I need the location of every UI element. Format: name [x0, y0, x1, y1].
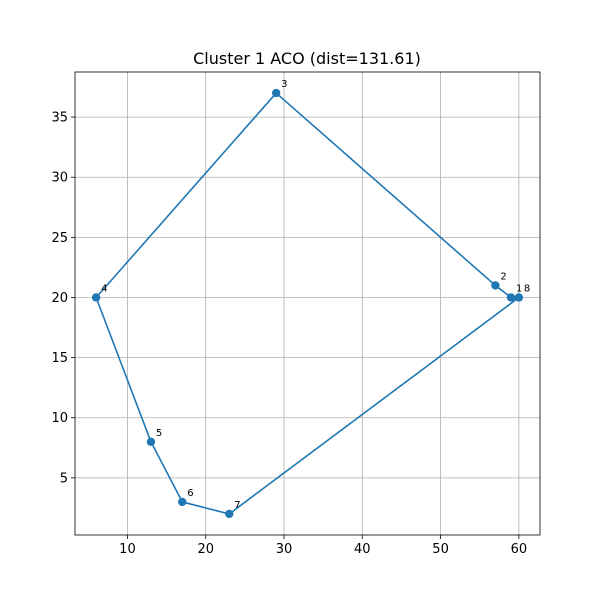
- route-lines: [95, 92, 520, 515]
- route-segment: [95, 92, 277, 299]
- point-labels: 12 3 4 5 6 7 8: [101, 79, 530, 511]
- point-marker: [506, 293, 516, 302]
- point-marker: [271, 88, 281, 98]
- x-tick-label: 50: [432, 542, 449, 557]
- point-marker: [178, 497, 187, 507]
- x-tick-label: 20: [197, 542, 214, 557]
- y-tick-label: 30: [51, 171, 68, 186]
- plot-frame: [74, 71, 541, 536]
- point-label: 1: [516, 283, 522, 294]
- point-marker: [491, 281, 500, 290]
- points: [91, 88, 524, 519]
- point-label: 5: [156, 428, 162, 439]
- point-label: 6: [187, 488, 193, 499]
- x-tick-label: 10: [119, 542, 136, 557]
- x-tick-label: 60: [511, 542, 528, 557]
- grid: [75, 72, 540, 535]
- y-tick-label: 35: [51, 111, 68, 126]
- chart-title: Cluster 1 ACO (dist=131.61): [193, 49, 421, 68]
- y-tick-label: 20: [51, 291, 68, 306]
- point-label: 7: [234, 500, 240, 511]
- point-label: 3: [281, 79, 287, 90]
- route-segment: [95, 296, 152, 443]
- point-marker: [91, 293, 101, 302]
- x-tick-label: 40: [354, 542, 371, 557]
- y-tick-label: 10: [51, 411, 68, 426]
- point-marker: [514, 293, 524, 302]
- route-segment: [228, 296, 520, 515]
- point-label: 8: [524, 283, 530, 294]
- x-tick-label: 30: [276, 542, 293, 557]
- point-marker: [146, 437, 156, 446]
- route-segment: [150, 440, 184, 503]
- point-label: 2: [500, 271, 506, 282]
- y-tick-label: 25: [51, 231, 68, 246]
- point-marker: [225, 509, 234, 519]
- y-tick-label: 15: [51, 351, 68, 366]
- y-tick-label: 5: [60, 471, 68, 486]
- route-segment: [275, 92, 497, 287]
- point-label: 4: [101, 283, 107, 294]
- route-segment: [181, 501, 231, 515]
